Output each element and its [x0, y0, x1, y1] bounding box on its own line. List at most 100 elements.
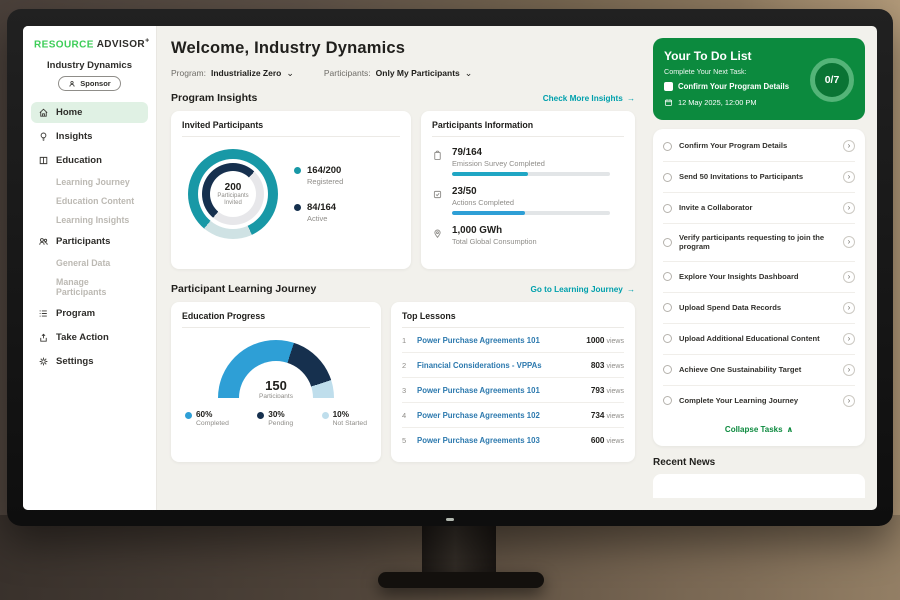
- task-checkbox[interactable]: [663, 272, 672, 282]
- chevron-up-icon: ∧: [786, 424, 794, 434]
- todo-title: Your To Do List: [664, 49, 752, 63]
- monitor-bezel: RESOURCE ADVISOR+ Industry Dynamics Spon…: [7, 9, 893, 526]
- task-row[interactable]: Complete Your Learning Journey ›: [663, 386, 855, 416]
- go-to-learning-journey-link[interactable]: Go to Learning Journey →: [530, 284, 635, 294]
- task-checkbox[interactable]: [663, 334, 672, 344]
- todo-panel: Your To Do List Complete Your Next Task:…: [649, 26, 877, 510]
- checkbox-icon[interactable]: [664, 82, 673, 91]
- task-row[interactable]: Achieve One Sustainability Target ›: [663, 355, 855, 386]
- sidebar-item-learning-insights[interactable]: Learning Insights: [56, 214, 130, 225]
- monitor-stand-neck: [422, 524, 496, 576]
- chevron-right-icon[interactable]: ›: [843, 301, 855, 314]
- lesson-row[interactable]: 5 Power Purchase Agreements 103 600 views: [402, 435, 624, 445]
- power-led: [446, 518, 454, 521]
- chevron-right-icon[interactable]: ›: [843, 363, 855, 376]
- task-row[interactable]: Upload Additional Educational Content ›: [663, 324, 855, 355]
- education-progress-card: Education Progress 150 Participants: [171, 302, 381, 462]
- lesson-row[interactable]: 1 Power Purchase Agreements 101 1000 view…: [402, 328, 624, 353]
- task-row[interactable]: Invite a Collaborator ›: [663, 193, 855, 224]
- todo-next-task[interactable]: Confirm Your Program Details: [664, 82, 816, 91]
- legend-item-registered: 164/200 Registered: [294, 165, 343, 186]
- chevron-right-icon[interactable]: ›: [843, 270, 855, 283]
- chevron-right-icon[interactable]: ›: [843, 202, 855, 214]
- todo-due-date: 12 May 2025, 12:00 PM: [664, 98, 854, 107]
- sidebar-item-learning-journey[interactable]: Learning Journey: [56, 176, 130, 187]
- task-row[interactable]: Confirm Your Program Details ›: [663, 131, 855, 162]
- logo-plus: +: [145, 38, 150, 45]
- sponsor-badge[interactable]: Sponsor: [58, 76, 121, 92]
- todo-progress-ring: 0/7: [810, 58, 854, 102]
- lesson-link[interactable]: Power Purchase Agreements 103: [417, 435, 540, 445]
- checklist-icon: [432, 186, 444, 215]
- sidebar-item-insights[interactable]: Insights: [31, 126, 148, 147]
- legend-dot-navy: [294, 204, 301, 211]
- lesson-row[interactable]: 3 Power Purchase Agreements 101 793 views: [402, 378, 624, 403]
- chevron-right-icon[interactable]: ›: [843, 140, 855, 152]
- info-row-actions: 23/50 Actions Completed: [432, 186, 624, 215]
- logo-text-resource: RESOURCE: [34, 39, 94, 51]
- sidebar-item-participants[interactable]: Participants: [31, 231, 148, 252]
- task-row[interactable]: Explore Your Insights Dashboard ›: [663, 262, 855, 293]
- book-icon: [39, 156, 48, 164]
- info-row-consumption: 1,000 GWh Total Global Consumption: [432, 225, 624, 246]
- actions-progress-bar: [452, 211, 610, 215]
- sidebar-item-education[interactable]: Education: [31, 150, 148, 171]
- donut-center-value: 200: [224, 181, 242, 193]
- sidebar-item-take-action[interactable]: Take Action: [31, 327, 148, 348]
- task-row[interactable]: Verify participants requesting to join t…: [663, 224, 855, 262]
- education-progress-gauge-chart: 150 Participants: [218, 340, 334, 398]
- legend-item-completed: 60% Completed: [185, 410, 229, 427]
- lesson-link[interactable]: Financial Considerations - VPPAs: [417, 360, 542, 370]
- task-checkbox[interactable]: [663, 172, 672, 182]
- collapse-tasks-link[interactable]: Collapse Tasks ∧: [724, 424, 794, 434]
- person-icon: [69, 80, 75, 87]
- section-title-learning-journey: Participant Learning Journey: [171, 283, 317, 295]
- sidebar-item-home[interactable]: Home: [31, 101, 148, 123]
- task-row[interactable]: Send 50 Invitations to Participants ›: [663, 162, 855, 193]
- learning-cards-row: Education Progress 150 Participants: [171, 302, 635, 462]
- donut-center-label: Participants Invited: [217, 192, 249, 206]
- arrow-right-icon: →: [626, 284, 635, 294]
- check-more-insights-link[interactable]: Check More Insights →: [542, 93, 635, 103]
- todo-summary-card: Your To Do List Complete Your Next Task:…: [653, 38, 865, 120]
- sidebar-item-education-content[interactable]: Education Content: [56, 195, 135, 206]
- program-filter-dropdown[interactable]: Program: Industrialize Zero ⌄: [171, 67, 294, 78]
- info-row-emission-survey: 79/164 Emission Survey Completed: [432, 147, 624, 176]
- task-checkbox[interactable]: [663, 203, 672, 213]
- lesson-link[interactable]: Power Purchase Agreements 101: [417, 335, 540, 345]
- sidebar-item-program[interactable]: Program: [31, 303, 148, 324]
- insights-cards-row: Invited Participants 200 Participants In…: [171, 111, 635, 269]
- task-checkbox[interactable]: [663, 396, 672, 406]
- chevron-right-icon[interactable]: ›: [843, 236, 855, 249]
- chevron-right-icon[interactable]: ›: [843, 394, 855, 407]
- sidebar: RESOURCE ADVISOR+ Industry Dynamics Spon…: [23, 26, 157, 510]
- lesson-link[interactable]: Power Purchase Agreements 101: [417, 385, 540, 395]
- task-list-card: Confirm Your Program Details › Send 50 I…: [653, 129, 865, 446]
- lesson-row[interactable]: 2 Financial Considerations - VPPAs 803 vi…: [402, 353, 624, 378]
- arrow-right-icon: →: [626, 93, 635, 103]
- learning-journey-header: Participant Learning Journey Go to Learn…: [171, 283, 635, 295]
- sidebar-item-settings[interactable]: Settings: [31, 351, 148, 372]
- lesson-link[interactable]: Power Purchase Agreements 102: [417, 410, 540, 420]
- legend-dot-teal: [294, 167, 301, 174]
- gear-icon: [39, 357, 48, 366]
- task-checkbox[interactable]: [663, 237, 672, 247]
- sidebar-nav: Home Insights Education Learning Journey…: [31, 100, 148, 373]
- task-checkbox[interactable]: [663, 303, 672, 313]
- sidebar-item-general-data[interactable]: General Data: [56, 257, 111, 268]
- legend-item-active: 84/164 Active: [294, 202, 343, 223]
- participants-filter-dropdown[interactable]: Participants: Only My Participants ⌄: [323, 67, 473, 78]
- gauge-center-label: Participants: [259, 393, 293, 398]
- donut-legend: 164/200 Registered 84/164 Active: [294, 165, 343, 223]
- task-checkbox[interactable]: [663, 365, 672, 375]
- task-row[interactable]: Upload Spend Data Records ›: [663, 293, 855, 324]
- org-name: Industry Dynamics: [47, 60, 132, 72]
- sidebar-item-manage-participants[interactable]: Manage Participants: [56, 276, 107, 297]
- lesson-row[interactable]: 4 Power Purchase Agreements 102 734 views: [402, 403, 624, 428]
- main-content: Welcome, Industry Dynamics Program: Indu…: [157, 26, 649, 510]
- chevron-right-icon[interactable]: ›: [843, 332, 855, 345]
- chevron-right-icon[interactable]: ›: [843, 171, 855, 183]
- gauge-center-value: 150: [265, 378, 287, 393]
- legend-dot-light: [321, 412, 329, 419]
- task-checkbox[interactable]: [663, 141, 672, 151]
